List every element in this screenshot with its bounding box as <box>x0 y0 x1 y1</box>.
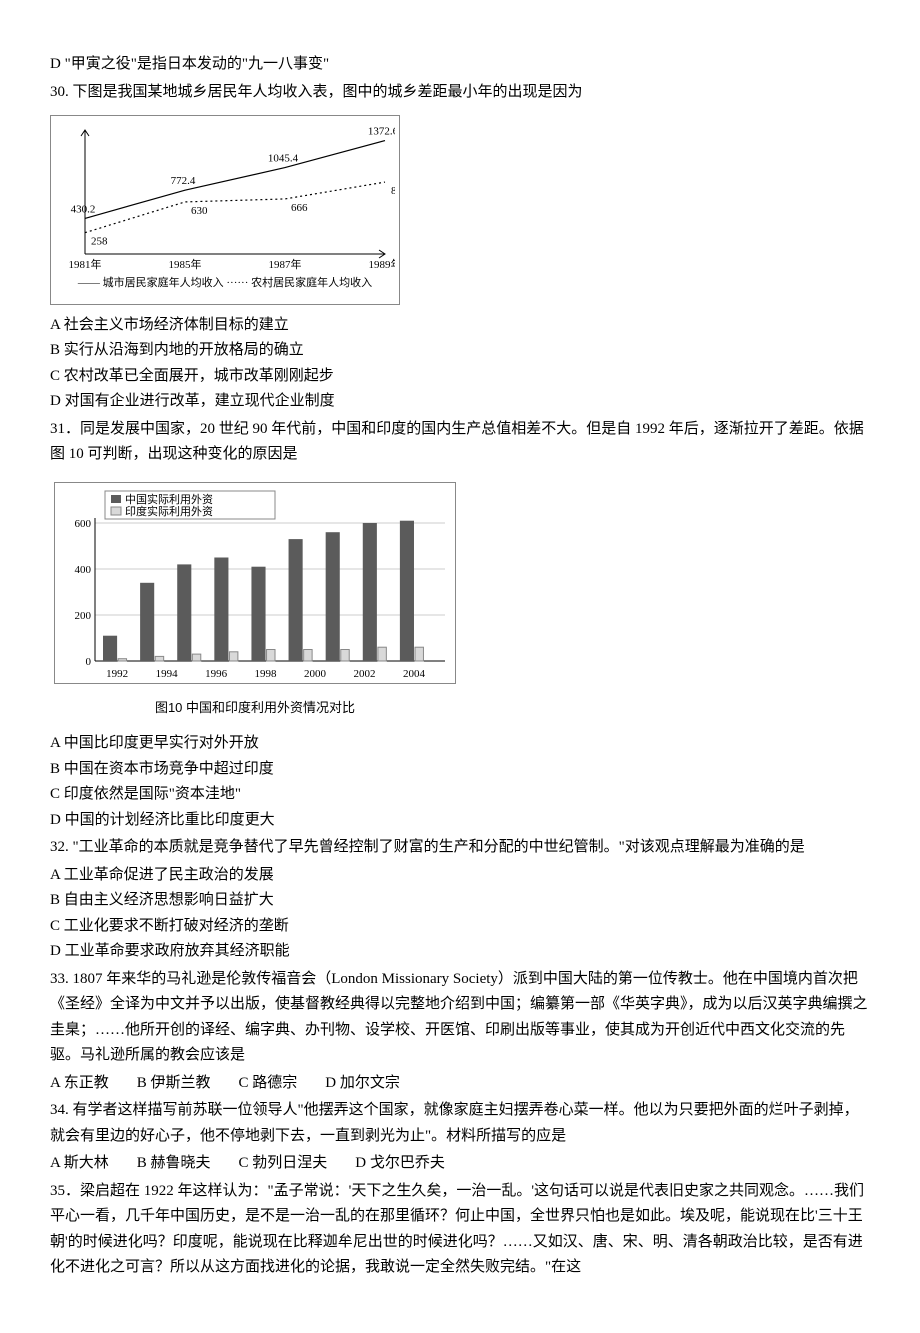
svg-text:1372.6: 1372.6 <box>368 126 395 138</box>
svg-text:1981年: 1981年 <box>69 257 102 271</box>
svg-text:869.9: 869.9 <box>391 185 395 197</box>
svg-text:1987年: 1987年 <box>269 257 302 271</box>
q33-optD[interactable]: D 加尔文宗 <box>325 1071 400 1097</box>
svg-text:1994: 1994 <box>156 668 179 680</box>
q31-optD[interactable]: D 中国的计划经济比重比印度更大 <box>50 808 444 834</box>
q32-stem: 32. "工业革命的本质就是竞争替代了早先曾经控制了财富的生产和分配的中世纪管制… <box>50 835 870 861</box>
svg-text:630: 630 <box>191 205 208 217</box>
svg-text:666: 666 <box>291 202 308 214</box>
q33-stem: 33. 1807 年来华的马礼逊是伦敦传福音会（London Missionar… <box>50 967 870 1069</box>
svg-text:1998: 1998 <box>255 668 278 680</box>
q31-optB[interactable]: B 中国在资本市场竞争中超过印度 <box>50 757 444 783</box>
q30-optD[interactable]: D 对国有企业进行改革，建立现代企业制度 <box>50 389 444 415</box>
svg-text:772.4: 772.4 <box>171 175 196 187</box>
q34-optC[interactable]: C 勃列日涅夫 <box>239 1151 328 1177</box>
svg-text:2004: 2004 <box>403 668 426 680</box>
q33-optC[interactable]: C 路德宗 <box>239 1071 298 1097</box>
svg-text:印度实际利用外资: 印度实际利用外资 <box>125 504 213 518</box>
q33-optA[interactable]: A 东正教 <box>50 1071 109 1097</box>
svg-text:430.2: 430.2 <box>71 203 96 215</box>
svg-text:1985年: 1985年 <box>169 257 202 271</box>
q32-optC[interactable]: C 工业化要求不断打破对经济的垄断 <box>50 914 444 940</box>
svg-text:2000: 2000 <box>304 668 327 680</box>
svg-text:1045.4: 1045.4 <box>268 153 299 165</box>
svg-text:中国实际利用外资: 中国实际利用外资 <box>125 492 213 506</box>
q32-optB[interactable]: B 自由主义经济思想影响日益扩大 <box>50 888 444 914</box>
q33-optB[interactable]: B 伊斯兰教 <box>137 1071 211 1097</box>
q30-optB[interactable]: B 实行从沿海到内地的开放格局的确立 <box>50 338 444 364</box>
q30-chart: 1981年 1985年 1987年 1989年 430.2 772.4 1045.4 1372… <box>50 115 400 305</box>
svg-text:600: 600 <box>75 518 92 530</box>
q30-stem: 30. 下图是我国某地城乡居民年人均收入表，图中的城乡差距最小年的出现是因为 <box>50 80 870 106</box>
svg-text:—— 城市居民家庭年人均收入 ······ 农村居民家庭: —— 城市居民家庭年人均收入 ······ 农村居民家庭年人均收入 <box>77 275 372 289</box>
q30-optC[interactable]: C 农村改革已全面展开，城市改革刚刚起步 <box>50 364 444 390</box>
q30-optA[interactable]: A 社会主义市场经济体制目标的建立 <box>50 313 444 339</box>
svg-text:1996: 1996 <box>205 668 228 680</box>
q31-optA[interactable]: A 中国比印度更早实行对外开放 <box>50 731 444 757</box>
svg-text:400: 400 <box>75 564 92 576</box>
q31-stem: 31．同是发展中国家，20 世纪 90 年代前，中国和印度的国内生产总值相差不大… <box>50 417 870 468</box>
q31-caption: 图10 中国和印度利用外资情况对比 <box>54 697 456 719</box>
q34-stem: 34. 有学者这样描写前苏联一位领导人"他摆弄这个国家，就像家庭主妇摆弄卷心菜一… <box>50 1098 870 1149</box>
q34-optD[interactable]: D 戈尔巴乔夫 <box>355 1151 445 1177</box>
q31-optC[interactable]: C 印度依然是国际"资本洼地" <box>50 782 444 808</box>
q31-chart: 0 200 400 600 1992 1994 1996 1998 2000 2002 2004 中国… <box>50 478 460 724</box>
svg-text:0: 0 <box>86 656 92 668</box>
q34-optA[interactable]: A 斯大林 <box>50 1151 109 1177</box>
q32-optA[interactable]: A 工业革命促进了民主政治的发展 <box>50 863 444 889</box>
q32-optD[interactable]: D 工业革命要求政府放弃其经济职能 <box>50 939 444 965</box>
q29-optD[interactable]: D "甲寅之役"是指日本发动的"九一八事变" <box>50 52 870 78</box>
svg-text:258: 258 <box>91 236 108 248</box>
svg-text:1992: 1992 <box>106 668 128 680</box>
svg-text:2002: 2002 <box>354 668 376 680</box>
q34-optB[interactable]: B 赫鲁晓夫 <box>137 1151 211 1177</box>
svg-text:200: 200 <box>75 610 92 622</box>
q35-stem: 35．梁启超在 1922 年这样认为："孟子常说：'天下之生久矣，一治一乱。'这… <box>50 1179 870 1281</box>
svg-text:1989年: 1989年 <box>369 257 396 271</box>
